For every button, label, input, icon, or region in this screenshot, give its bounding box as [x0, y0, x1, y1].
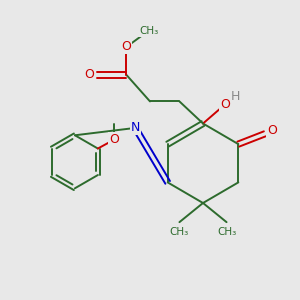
- Text: CH₃: CH₃: [139, 26, 158, 36]
- Text: CH₃: CH₃: [169, 227, 188, 237]
- Text: O: O: [122, 40, 131, 53]
- Text: CH₃: CH₃: [218, 227, 237, 237]
- Text: O: O: [109, 133, 119, 146]
- Text: H: H: [231, 91, 240, 103]
- Text: O: O: [220, 98, 230, 111]
- Text: O: O: [85, 68, 94, 81]
- Text: O: O: [267, 124, 277, 137]
- Text: N: N: [130, 122, 140, 134]
